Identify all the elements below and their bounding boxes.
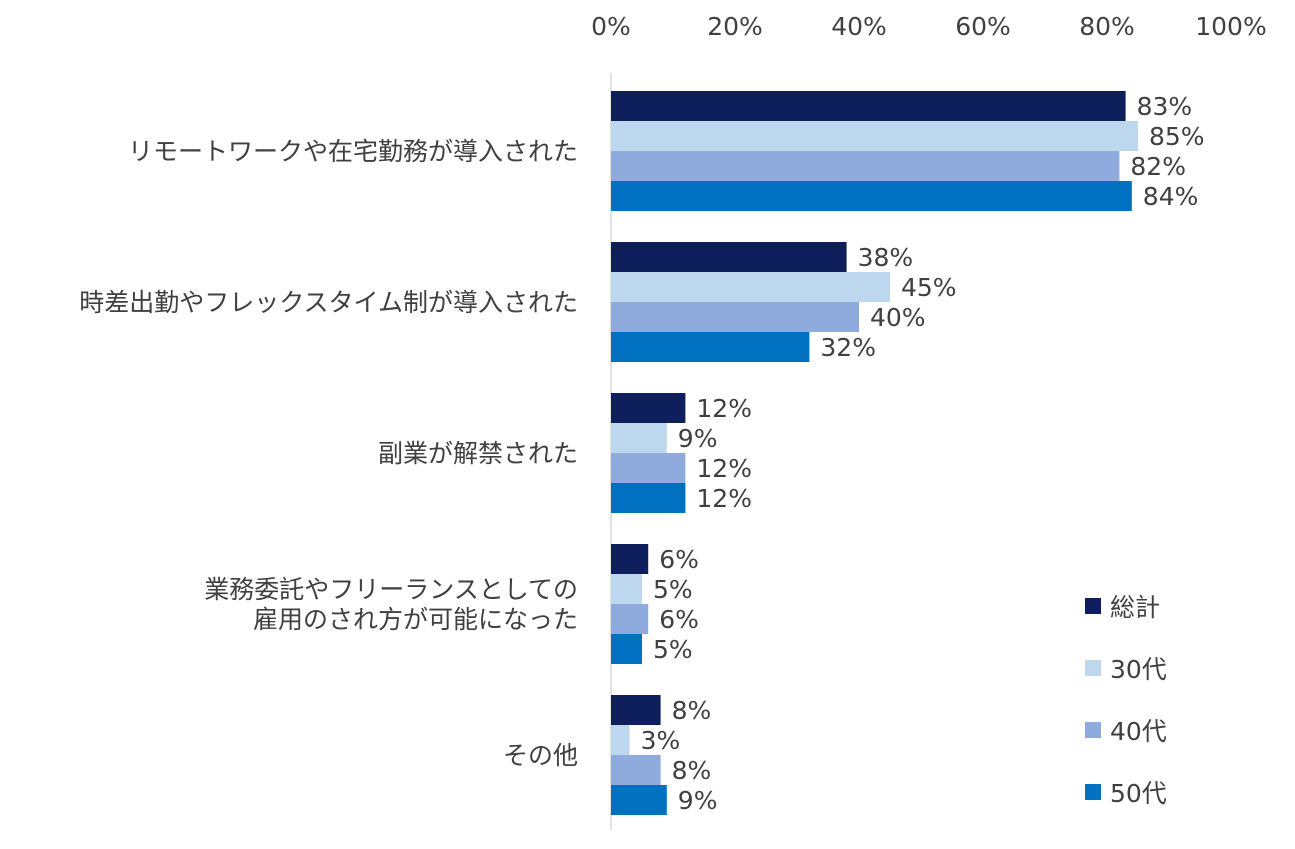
bar [611, 151, 1120, 181]
bar [611, 604, 649, 634]
category-label: 時差出勤やフレックスタイム制が導入された [79, 288, 578, 317]
bar [611, 332, 810, 362]
bar [611, 91, 1126, 121]
data-label: 8% [672, 756, 712, 785]
x-tick-label: 80% [1079, 12, 1135, 41]
legend-swatch [1085, 722, 1101, 738]
legend-label: 40代 [1110, 717, 1167, 746]
x-axis-ticks: 0% 20% 40% 60% 80% 100% [591, 12, 1267, 41]
x-tick-label: 100% [1195, 12, 1266, 41]
legend-item: 総計 [1085, 575, 1167, 637]
data-label: 32% [820, 333, 876, 362]
data-label: 85% [1149, 122, 1205, 151]
legend: 総計 30代 40代 50代 [1085, 575, 1167, 823]
bar [611, 242, 847, 272]
data-label: 8% [672, 696, 712, 725]
legend-swatch [1085, 660, 1101, 676]
data-label: 12% [696, 394, 752, 423]
bar [611, 725, 630, 755]
data-labels: 83%85%82%84%38%45%40%32%12%9%12%12%6%5%6… [641, 92, 1205, 815]
legend-swatch [1085, 598, 1101, 614]
data-label: 38% [858, 243, 914, 272]
bar [611, 785, 667, 815]
bar [611, 302, 859, 332]
bar [611, 393, 686, 423]
data-label: 9% [678, 786, 718, 815]
legend-label: 50代 [1110, 779, 1167, 808]
bar [611, 755, 661, 785]
bar [611, 544, 649, 574]
data-label: 12% [696, 454, 752, 483]
legend-label: 30代 [1110, 655, 1167, 684]
category-label: その他 [503, 741, 578, 770]
bar [611, 453, 686, 483]
data-label: 5% [653, 635, 693, 664]
data-label: 82% [1130, 152, 1186, 181]
bar [611, 272, 890, 302]
data-label: 84% [1143, 182, 1199, 211]
bar [611, 574, 642, 604]
data-label: 3% [641, 726, 681, 755]
category-labels: リモートワークや在宅勤務が導入された時差出勤やフレックスタイム制が導入された副業… [79, 137, 578, 770]
x-tick-label: 60% [955, 12, 1011, 41]
data-label: 40% [870, 303, 926, 332]
data-label: 45% [901, 273, 957, 302]
data-label: 83% [1137, 92, 1193, 121]
category-label: 業務委託やフリーランスとしての [204, 575, 578, 604]
bar [611, 423, 667, 453]
legend-swatch [1085, 784, 1101, 800]
legend-label: 総計 [1110, 593, 1161, 622]
x-tick-label: 20% [707, 12, 763, 41]
bar [611, 695, 661, 725]
data-label: 6% [659, 605, 699, 634]
bar [611, 181, 1132, 211]
bar [611, 483, 686, 513]
bars [611, 91, 1138, 815]
category-label: 副業が解禁された [378, 439, 578, 468]
data-label: 9% [678, 424, 718, 453]
data-label: 6% [659, 545, 699, 574]
bar [611, 634, 642, 664]
category-label: リモートワークや在宅勤務が導入された [128, 137, 578, 166]
bar [611, 121, 1138, 151]
legend-item: 30代 [1085, 637, 1167, 699]
x-tick-label: 40% [831, 12, 887, 41]
data-label: 12% [696, 484, 752, 513]
category-label: 雇用のされ方が可能になった [253, 605, 578, 634]
data-label: 5% [653, 575, 693, 604]
legend-item: 40代 [1085, 699, 1167, 761]
x-tick-label: 0% [591, 12, 631, 41]
legend-item: 50代 [1085, 761, 1167, 823]
